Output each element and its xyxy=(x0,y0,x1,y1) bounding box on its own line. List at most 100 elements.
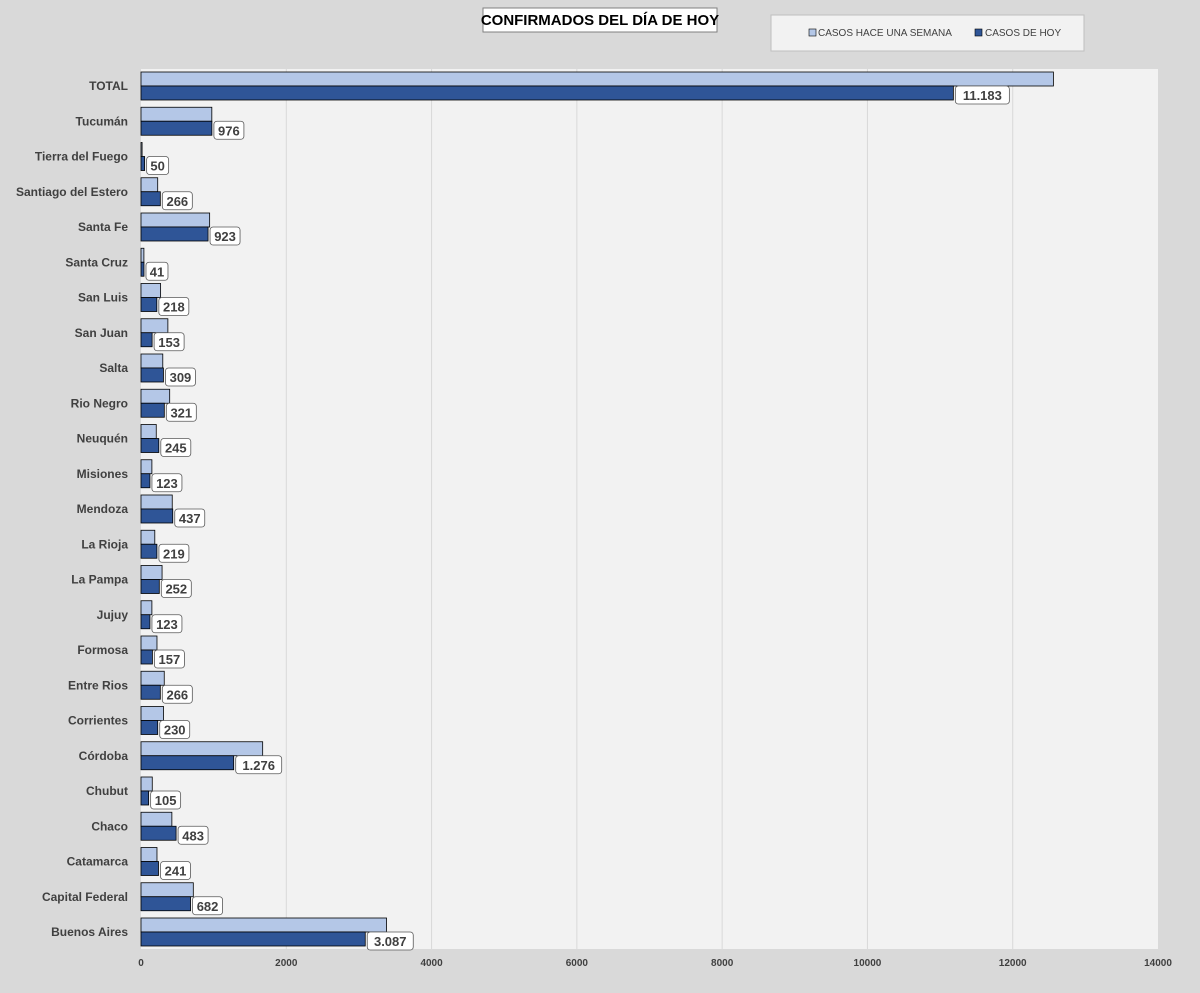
bar-last-week xyxy=(140,353,164,369)
bar-today xyxy=(140,614,151,630)
data-label: 682 xyxy=(197,899,219,914)
data-label-box xyxy=(165,402,197,422)
data-label: 123 xyxy=(156,476,178,491)
data-label-box xyxy=(161,191,193,211)
x-tick-label: 4000 xyxy=(420,958,443,969)
category-label: Tucumán xyxy=(76,114,128,128)
category-label: Santiago del Estero xyxy=(16,185,128,199)
data-label: 3.087 xyxy=(374,934,407,949)
bar-today xyxy=(140,438,160,453)
legend-swatch-today xyxy=(974,28,983,37)
bar-today xyxy=(140,332,153,348)
data-label: 266 xyxy=(166,687,188,702)
data-label: 219 xyxy=(163,546,185,561)
bar-today xyxy=(140,120,213,136)
category-label: TOTAL xyxy=(89,79,128,93)
legend-label-today: CASOS DE HOY xyxy=(985,28,1061,39)
bar-today xyxy=(140,508,174,524)
category-label: Mendoza xyxy=(77,502,129,516)
data-labels: 11.183 976 50 266 923 41 218 153 309 321 245 123 437… xyxy=(145,85,1010,951)
plot-area xyxy=(141,69,1158,949)
data-label: 123 xyxy=(156,617,178,632)
category-label: Capital Federal xyxy=(42,890,128,904)
bar-today xyxy=(140,473,151,489)
data-label-box xyxy=(177,825,209,845)
bar-last-week xyxy=(140,424,157,439)
bar-today xyxy=(140,226,209,242)
category-label: Buenos Aires xyxy=(51,925,128,939)
x-tick-label: 12000 xyxy=(999,958,1027,969)
bar-last-week xyxy=(140,847,158,862)
data-label-box xyxy=(145,261,169,281)
data-label-box xyxy=(159,720,191,739)
bar-today xyxy=(140,85,954,101)
bar-last-week xyxy=(140,318,169,334)
category-label: La Pampa xyxy=(71,573,128,587)
x-tick-label: 2000 xyxy=(275,958,298,969)
category-label: Tierra del Fuego xyxy=(35,150,128,164)
bar-last-week xyxy=(140,565,163,580)
category-labels: TOTAL Tucumán Tierra del Fuego Santiago del… xyxy=(16,79,128,939)
data-label: 153 xyxy=(158,335,180,350)
data-label: 252 xyxy=(165,582,187,597)
bar-last-week xyxy=(140,177,159,193)
data-label: 50 xyxy=(150,159,164,174)
data-label-box xyxy=(146,156,170,175)
category-label: San Luis xyxy=(78,291,128,305)
data-label-box xyxy=(165,367,196,387)
category-label: Santa Cruz xyxy=(65,255,128,269)
chart-title-box: CONFIRMADOS DEL DÍA DE HOY xyxy=(481,7,719,33)
data-label: 245 xyxy=(165,441,187,456)
bar-today xyxy=(140,896,191,912)
bar-today xyxy=(140,543,158,559)
bar-today xyxy=(140,297,158,312)
data-label: 483 xyxy=(182,828,204,843)
data-label-box xyxy=(160,861,191,880)
bar-today xyxy=(140,261,145,277)
data-label: 309 xyxy=(170,370,192,385)
category-label: La Rioja xyxy=(81,537,128,551)
data-label: 976 xyxy=(218,123,240,138)
category-label: Entre Rios xyxy=(68,678,128,692)
bar-last-week xyxy=(140,670,165,686)
bar-today xyxy=(140,649,153,665)
data-label-box xyxy=(160,579,192,598)
bar-last-week xyxy=(140,882,194,898)
data-label-box xyxy=(209,226,241,246)
bar-today xyxy=(140,684,161,700)
bar-last-week xyxy=(140,706,164,721)
category-label: Corrientes xyxy=(68,714,128,728)
legend-swatch-last-week xyxy=(808,28,817,37)
bar-last-week xyxy=(140,142,143,157)
category-label: Jujuy xyxy=(97,608,129,622)
data-label-box xyxy=(174,508,206,528)
data-label: 241 xyxy=(165,864,187,879)
bar-today xyxy=(140,790,150,806)
bar-last-week xyxy=(140,776,153,792)
bar-last-week xyxy=(140,106,213,122)
bar-last-week xyxy=(140,529,156,545)
bars xyxy=(140,71,1054,947)
legend: CASOS HACE UNA SEMANA CASOS DE HOY xyxy=(770,14,1085,52)
data-label: 266 xyxy=(166,194,188,209)
data-label-box xyxy=(150,790,182,810)
data-label: 157 xyxy=(159,652,181,667)
bar-last-week xyxy=(140,917,387,933)
x-tick-label: 8000 xyxy=(711,958,734,969)
data-label-box xyxy=(235,755,283,775)
bar-last-week xyxy=(140,71,1054,87)
bar-last-week xyxy=(140,283,162,298)
data-label-box xyxy=(154,649,185,669)
category-label: San Juan xyxy=(75,326,128,340)
data-label-box xyxy=(151,473,183,493)
category-label: Formosa xyxy=(77,643,128,657)
data-label-box xyxy=(151,614,183,634)
bar-today xyxy=(140,402,165,418)
data-label-box xyxy=(192,896,223,916)
data-label: 41 xyxy=(150,264,164,279)
x-tick-labels: 0 2000 4000 6000 8000 10000 12000 14000 xyxy=(138,958,1172,969)
bar-today xyxy=(140,367,164,383)
bar-last-week xyxy=(140,811,173,827)
bar-last-week xyxy=(140,741,264,757)
